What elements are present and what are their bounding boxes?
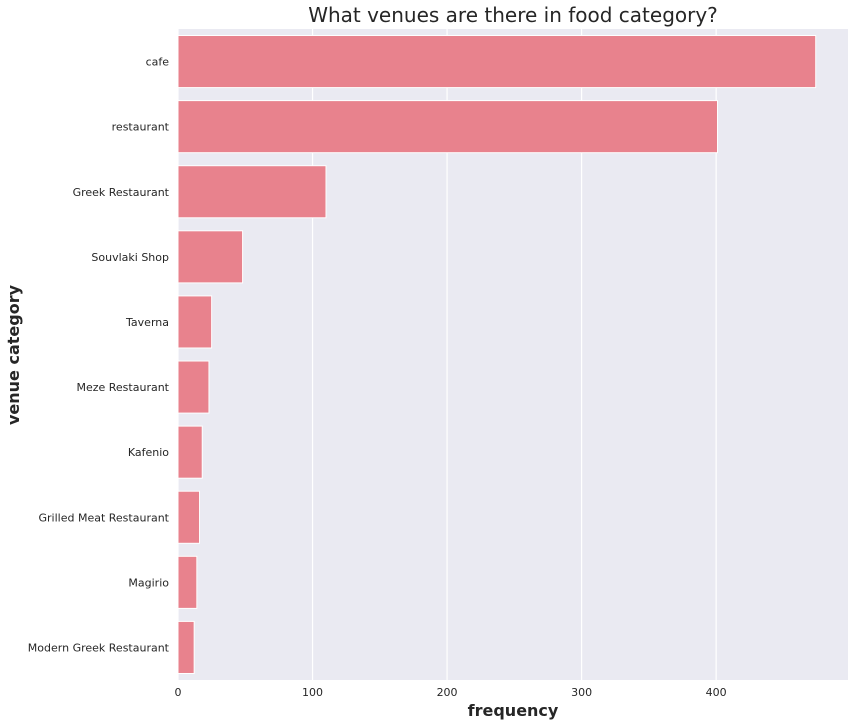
bar [177,360,210,414]
y-tick-label: Souvlaki Shop [91,251,169,264]
bars [177,35,817,674]
bar [177,165,327,219]
x-tick-label: 300 [571,686,592,699]
y-tick-label: restaurant [112,121,170,134]
x-tick-label: 0 [175,686,182,699]
y-axis-label: venue category [4,284,23,425]
y-tick-label: Taverna [125,316,169,329]
x-tick-label: 200 [437,686,458,699]
x-tick-label: 400 [706,686,727,699]
y-tick-label: Magirio [128,576,169,589]
y-tick-labels: cafe restaurant Greek Restaurant Souvlaki S… [28,56,170,655]
y-tick-label: Modern Greek Restaurant [28,641,170,654]
y-tick-label: Kafenio [128,446,169,459]
y-tick-label: Meze Restaurant [76,381,169,394]
y-tick-label: Grilled Meat Restaurant [39,511,170,524]
bar [177,425,203,479]
x-tick-label: 100 [302,686,323,699]
bar [177,620,195,674]
y-tick-label: cafe [146,56,170,69]
bar [177,295,213,349]
bar [177,230,244,284]
x-tick-labels: 0 100 200 300 400 [175,686,727,699]
chart-title: What venues are there in food category? [308,3,718,27]
bar [177,100,718,154]
bar [177,555,198,609]
x-axis-label: frequency [468,701,559,720]
bar [177,35,817,89]
y-tick-label: Greek Restaurant [73,186,170,199]
bar [177,490,201,544]
